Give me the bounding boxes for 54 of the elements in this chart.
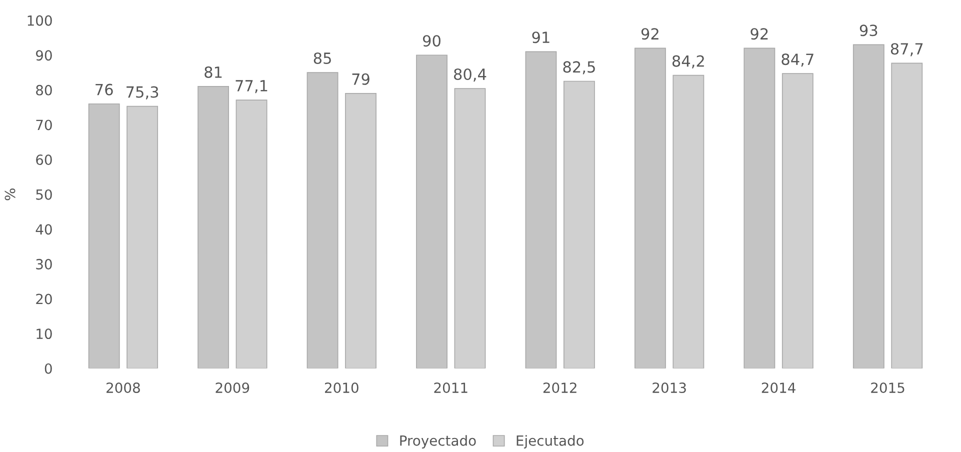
data-label: 80,4 — [454, 68, 486, 82]
data-label: 87,7 — [890, 43, 923, 56]
y-tick-label: 10 — [36, 328, 52, 340]
data-label: 82,5 — [563, 61, 595, 74]
x-tick-label: 2013 — [652, 382, 686, 394]
y-tick-label: 70 — [36, 120, 52, 130]
bar — [126, 106, 158, 368]
data-label: 77,1 — [236, 80, 268, 94]
data-label: 84,7 — [782, 54, 814, 67]
data-label: 79 — [352, 73, 370, 85]
data-label: 76 — [96, 84, 113, 96]
y-tick-label: 90 — [36, 50, 52, 61]
bar — [236, 100, 268, 368]
bar — [525, 51, 557, 368]
y-tick-label: 0 — [44, 363, 52, 374]
data-label: 92 — [641, 28, 658, 40]
x-tick-label: 2008 — [106, 382, 140, 394]
x-tick-label: 2014 — [762, 382, 796, 394]
bar — [198, 86, 230, 368]
data-label: 91 — [532, 32, 550, 44]
bar — [306, 72, 338, 368]
bar — [88, 103, 120, 368]
x-tick-label: 2009 — [216, 382, 250, 394]
bar — [744, 48, 776, 368]
data-label: 93 — [860, 24, 878, 36]
bar — [672, 74, 704, 368]
y-axis-title: % — [4, 188, 16, 200]
bar — [782, 73, 814, 368]
x-tick-label: 2012 — [543, 382, 576, 394]
y-tick-label: 60 — [36, 154, 52, 166]
bar — [345, 93, 376, 368]
data-label: 81 — [204, 66, 222, 78]
x-tick-label: 2015 — [871, 382, 904, 394]
bar — [634, 48, 666, 368]
bar — [454, 88, 486, 368]
legend-label: Ejecutado — [516, 435, 584, 449]
y-tick-label: 30 — [36, 258, 52, 270]
data-label: 92 — [750, 28, 768, 40]
bar — [416, 54, 448, 368]
y-tick-label: 50 — [36, 189, 52, 200]
y-tick-label: 20 — [36, 294, 52, 304]
legend-label: Proyectado — [400, 435, 476, 449]
x-tick-label: 2011 — [434, 382, 468, 394]
x-tick-label: 2010 — [324, 382, 358, 394]
y-tick-label: 80 — [36, 84, 52, 96]
bar — [891, 62, 923, 368]
bar — [852, 44, 884, 368]
y-tick-label: 40 — [36, 224, 52, 235]
data-label: 85 — [314, 52, 331, 64]
data-label: 84,2 — [672, 55, 704, 68]
y-tick-label: 100 — [28, 15, 52, 26]
bar — [564, 80, 595, 368]
data-label: 75,3 — [126, 86, 158, 100]
data-label: 90 — [423, 35, 440, 47]
